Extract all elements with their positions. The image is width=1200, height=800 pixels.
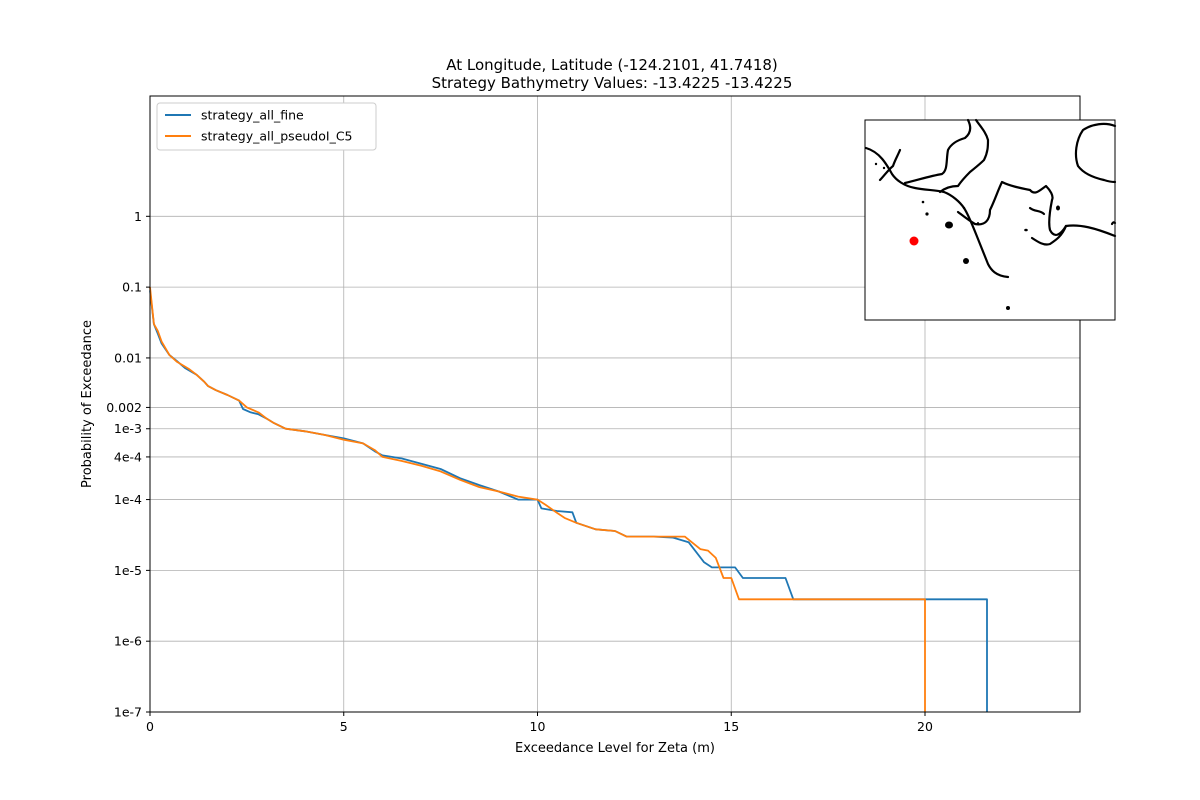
chart-title-line-1: At Longitude, Latitude (-124.2101, 41.74…	[446, 56, 778, 74]
series-line-strategy-all-fine	[149, 290, 988, 712]
series-lines	[149, 287, 988, 712]
x-tick-label: 0	[146, 719, 154, 734]
y-tick-label: 4e-4	[114, 449, 142, 464]
y-tick-label: 1e-7	[114, 705, 142, 720]
legend: strategy_all_fine strategy_all_pseudoI_C…	[156, 102, 377, 151]
coastline-islands	[874, 162, 1060, 310]
x-tick-label: 5	[340, 719, 348, 734]
coastline-outline	[864, 118, 1117, 279]
y-tick-label: 0.1	[122, 280, 142, 295]
x-axis-ticks: 0 5 10 15 20	[146, 712, 933, 734]
legend-label-strategy-all-pseudoi-c5: strategy_all_pseudoI_C5	[201, 129, 353, 144]
x-tick-label: 10	[530, 719, 546, 734]
series-line-strategy-all-pseudoi-c5	[149, 287, 926, 712]
legend-box	[156, 102, 377, 151]
x-axis-label: Exceedance Level for Zeta (m)	[515, 741, 715, 756]
y-tick-label: 1e-6	[114, 634, 142, 649]
inset-map-frame	[864, 119, 1116, 321]
y-tick-label: 1e-4	[114, 492, 142, 507]
legend-label-strategy-all-fine: strategy_all_fine	[201, 108, 304, 123]
x-tick-label: 20	[917, 719, 933, 734]
plot-area-frame	[149, 95, 1081, 713]
y-tick-label: 0.002	[106, 400, 142, 415]
y-tick-label: 1e-3	[114, 421, 142, 436]
chart-title-line-2: Strategy Bathymetry Values: -13.4225 -13…	[432, 74, 793, 92]
y-tick-label: 1e-5	[114, 563, 142, 578]
y-axis-ticks: 1 0.1 0.01 0.002 1e-3 4e-4 1e-4 1e-5 1e-6 1e-7	[106, 209, 150, 720]
y-tick-label: 0.01	[114, 350, 142, 365]
x-tick-label: 15	[723, 719, 739, 734]
y-axis-label: Probability of Exceedance	[80, 320, 95, 488]
location-marker	[909, 236, 919, 246]
inset-location-map	[864, 118, 1117, 321]
y-tick-label: 1	[134, 209, 142, 224]
